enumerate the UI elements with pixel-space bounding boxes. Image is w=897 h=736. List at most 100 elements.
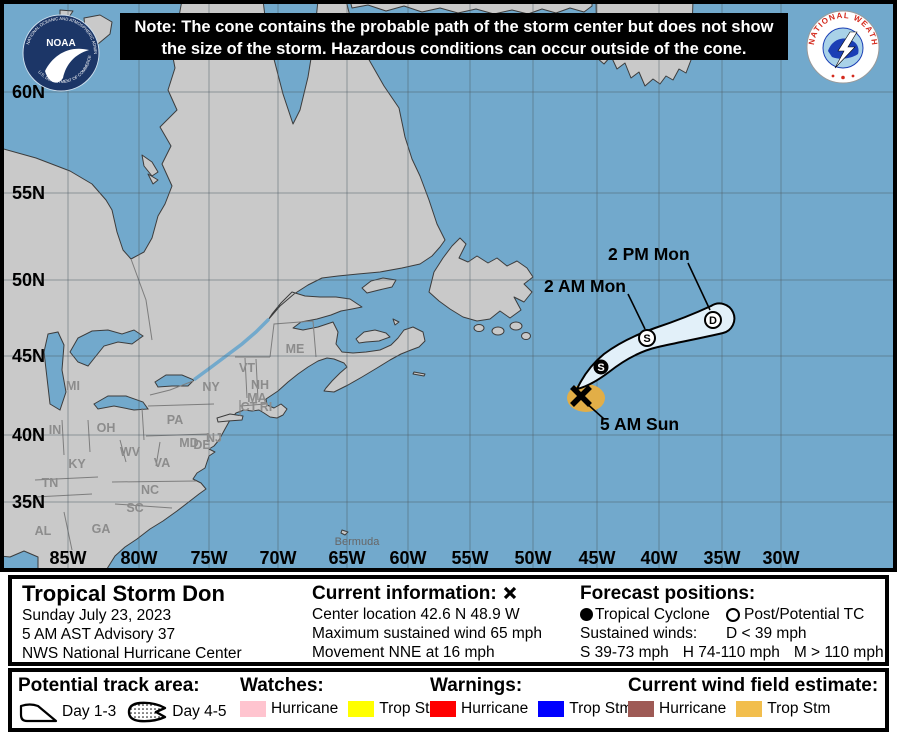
potential-track-legend: Potential track area: Day 1-3 Day 4-5 [18,674,237,724]
wind-category-h: H 74-110 mph [682,644,780,661]
tropstm-wind-key: Trop Stm [736,700,830,718]
track-time-label-current: 5 AM Sun [600,414,679,434]
center-location: Center location 42.6 N 48.9 W [312,606,520,623]
latitude-label: 45N [12,346,45,366]
longitude-label: 35W [703,548,740,568]
island [521,332,531,340]
wind-field-heading: Current wind field estimate: [628,675,879,696]
state-label: RI [260,400,273,414]
label-pointer [627,293,646,330]
storm-name: Tropical Storm Don [22,581,225,606]
wind-category-m: M > 110 mph [793,644,884,661]
day45-label: Day 4-5 [172,703,227,720]
current-information-block: Current information: Center location 42.… [312,582,542,662]
tropical-cyclone-label: Tropical Cyclone [595,606,710,623]
hurricane-warning-key: Hurricane [430,700,528,718]
post-potential-key: Post/Potential TC [726,605,864,624]
tropstm-wind-swatch [736,701,763,717]
day13-key: Day 1-3 [18,701,116,723]
potential-track-heading: Potential track area: [18,675,200,696]
state-label: SC [126,501,143,515]
lake-michigan [43,331,67,411]
state-label: GA [92,522,111,536]
belcher-islands [147,173,159,185]
forecast-point-2pm-mon [704,311,722,329]
tropstm-wind-label: Trop Stm [767,700,831,717]
tropstm-watch-label: Trop Stm [379,700,443,717]
latitude-label: 60N [12,82,45,102]
longitude-label: 60W [389,548,426,568]
state-label: OH [97,421,116,435]
note-line-2: the size of the storm. Hazardous conditi… [161,40,747,58]
sable-island [412,371,426,377]
longitude-label: 40W [640,548,677,568]
track-time-label-2pm-mon: 2 PM Mon [608,244,690,264]
state-label: CT [241,400,258,414]
map-area: MI IN OH KY TN AL GA SC NC VA WV PA NY NJ MD DE ME VT NH MA… [0,0,897,572]
axis-labels: 85W 80W 75W 70W 65W 60W 55W 50W 45W 40W 35W 30W 60N 5… [12,82,800,568]
island [392,318,400,326]
noaa-gull-icon [45,48,89,83]
island [473,324,485,332]
longitude-label: 30W [762,548,799,568]
day45-key: Day 4-5 [126,700,227,724]
forecast-cone [576,302,736,390]
inland-water [43,318,270,411]
hurricane-warning-swatch [430,701,456,717]
longitude-label: 55W [451,548,488,568]
legend-panel: Potential track area: Day 1-3 Day 4-5 Wa… [8,668,889,732]
x-marker-icon [503,586,516,600]
state-label: NC [141,483,159,497]
noaa-wordmark: NOAA [46,38,75,49]
hurricane-wind-key: Hurricane [628,700,726,718]
hurricane-wind-label: Hurricane [659,700,727,717]
nws-lightning-icon [834,31,858,69]
sustained-winds-label: Sustained winds: [580,625,698,642]
current-information-label: Current information: [312,583,497,604]
post-potential-label: Post/Potential TC [744,606,865,623]
state-label: NH [251,378,269,392]
nws-stars [831,74,855,80]
state-label: NY [202,380,220,394]
hurricane-watch-swatch [240,701,266,717]
wind-field-legend: Current wind field estimate: Hurricane T… [628,674,878,718]
storm-info-panel: Tropical Storm Don Sunday July 23, 2023 … [8,575,889,666]
belcher-islands [141,154,159,177]
prince-edward-island [355,329,391,344]
tropstm-watch-key: Trop Stm [348,700,442,718]
longitude-label: 45W [578,548,615,568]
filled-dot-icon [580,608,593,621]
st-lawrence-river [193,318,270,381]
longitude-label: 50W [514,548,551,568]
state-label: PA [167,413,183,427]
north-america-mainland [0,0,446,572]
forecast-point-12h [593,359,609,375]
tropical-cyclone-key: Tropical Cyclone [580,605,726,624]
longitude-label: 75W [190,548,227,568]
state-label: TN [42,476,59,490]
place-labels: Bermuda [335,536,381,548]
forecast-positions-block: Forecast positions: Tropical Cyclone Pos… [580,582,884,662]
hurricane-watch-label: Hurricane [271,700,339,717]
long-island [216,413,244,423]
hurricane-warning-label: Hurricane [461,700,529,717]
open-circle-icon [726,607,740,622]
watches-heading: Watches: [240,675,324,696]
state-label: IN [49,423,62,437]
note-banner: Note: The cone contains the probable pat… [120,13,788,60]
nws-logo: NATIONAL WEATHER SERVICE [806,10,880,84]
state-label: WV [120,445,141,459]
wind-category-s: S 39-73 mph [580,644,669,661]
longitude-label: 70W [259,548,296,568]
place-label: Bermuda [335,536,381,548]
latitude-label: 40N [12,425,45,445]
state-label: KY [68,457,86,471]
state-label: MA [247,391,266,405]
graticule [4,4,893,568]
state-label: MD [179,436,198,450]
lake-erie [93,395,149,411]
storm-advisory: 5 AM AST Advisory 37 [22,626,176,643]
forecast-point-letter: S [597,362,604,374]
